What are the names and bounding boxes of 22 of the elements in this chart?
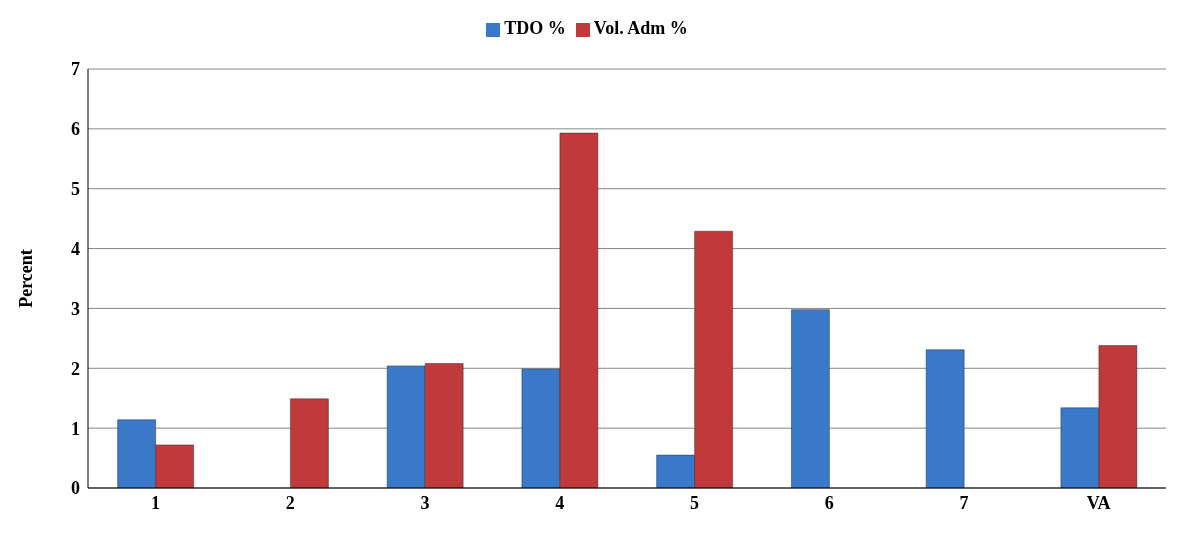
x-tick-label: 2 bbox=[285, 492, 295, 513]
bar bbox=[791, 309, 830, 488]
x-tick-label: 5 bbox=[689, 492, 699, 513]
x-tick-label: 7 bbox=[959, 492, 969, 513]
y-axis-title: Percent bbox=[16, 249, 37, 308]
y-tick-label: 1 bbox=[71, 418, 80, 439]
x-tick-label: VA bbox=[1086, 492, 1111, 513]
x-tick-label: 4 bbox=[555, 492, 565, 513]
y-tick-label: 7 bbox=[71, 59, 80, 80]
x-tick-label: 6 bbox=[824, 492, 834, 513]
y-tick-label: 2 bbox=[71, 358, 80, 379]
y-tick-label: 6 bbox=[71, 119, 80, 140]
x-tick-label: 1 bbox=[150, 492, 160, 513]
y-tick-label: 0 bbox=[71, 478, 80, 499]
y-tick-label: 4 bbox=[71, 238, 80, 259]
x-tick-label: 3 bbox=[420, 492, 430, 513]
legend-label: Vol. Adm % bbox=[593, 18, 688, 38]
y-tick-label: 3 bbox=[71, 298, 80, 319]
bar bbox=[925, 349, 965, 488]
y-tick-label: 5 bbox=[71, 179, 80, 200]
legend-label: TDO % bbox=[504, 18, 566, 38]
bar bbox=[290, 398, 329, 488]
